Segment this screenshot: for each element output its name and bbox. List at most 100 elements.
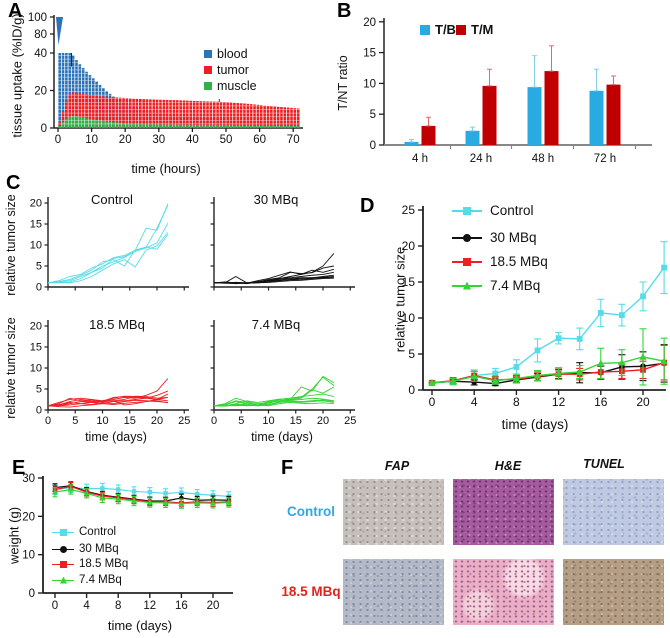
panel-c-left-x-axis-label: time (days) — [85, 430, 147, 444]
svg-text:20: 20 — [317, 415, 329, 427]
svg-text:10: 10 — [30, 240, 42, 252]
panel-d-letter: D — [360, 195, 375, 217]
histology-18-5mbq-tunel-image — [563, 559, 664, 625]
svg-text:4 h: 4 h — [412, 153, 428, 165]
svg-text:16: 16 — [594, 395, 608, 409]
panel-d-legend-item-control: Control — [452, 203, 534, 218]
svg-text:5: 5 — [238, 415, 244, 427]
svg-text:80: 80 — [34, 29, 47, 41]
panel-d-chart: 0 5 10 15 20 25 0 4 8 12 16 20 — [402, 203, 668, 409]
svg-text:0: 0 — [52, 600, 58, 612]
panel-e-x-axis-label: time (days) — [107, 618, 173, 633]
svg-text:5: 5 — [408, 347, 415, 361]
panel-f-header-fap: FAP — [384, 459, 410, 473]
svg-text:24 h: 24 h — [470, 153, 492, 165]
svg-text:4: 4 — [471, 395, 478, 409]
panel-c-row2-y-axis-label: relative tumor size — [4, 317, 18, 419]
svg-text:30: 30 — [22, 473, 35, 485]
svg-text:5: 5 — [72, 415, 78, 427]
svg-text:0: 0 — [45, 415, 51, 427]
legend-label: blood — [217, 47, 248, 61]
svg-text:0: 0 — [370, 140, 376, 152]
panel-d-x-axis-label: time (days) — [501, 417, 569, 432]
panel-a-x-axis-label: time (hours) — [131, 161, 201, 176]
legend-label: 18.5 MBq — [79, 558, 129, 570]
svg-text:10: 10 — [402, 311, 416, 325]
panel-c-chart-30-mbq — [210, 197, 355, 291]
legend-label: 30 MBq — [490, 230, 537, 245]
svg-text:72 h: 72 h — [594, 153, 616, 165]
legend-marker — [52, 545, 74, 554]
svg-text:0: 0 — [408, 383, 415, 397]
svg-text:25: 25 — [178, 415, 190, 427]
svg-text:48 h: 48 h — [532, 153, 554, 165]
panel-b-legend-item-tb: T/B — [420, 22, 456, 37]
panel-a-letter: A — [8, 0, 23, 22]
svg-text:20: 20 — [22, 511, 35, 523]
svg-text:20: 20 — [34, 86, 47, 98]
legend-marker — [52, 576, 74, 585]
panel-e-legend-item-18-5mbq: 18.5 MBq — [52, 558, 128, 570]
panel-c-title-7-4mbq: 7.4 MBq — [251, 317, 301, 332]
panel-e-chart: 0 10 20 30 0 4 8 12 16 20 — [22, 473, 233, 612]
svg-text:0: 0 — [36, 282, 42, 294]
panel-d-legend-item-30mbq: 30 MBq — [452, 230, 537, 245]
svg-text:20: 20 — [30, 321, 42, 333]
svg-text:15: 15 — [30, 342, 42, 354]
svg-text:12: 12 — [552, 395, 566, 409]
svg-text:20: 20 — [151, 415, 163, 427]
legend-label: T/B — [435, 22, 456, 37]
svg-text:20: 20 — [30, 198, 42, 210]
histology-control-he-image — [453, 479, 554, 545]
tumor-swatch-icon — [204, 66, 212, 74]
legend-label: Control — [79, 526, 117, 538]
panel-c-row1-y-axis-label: relative tumor size — [4, 194, 18, 296]
svg-text:0: 0 — [211, 415, 217, 427]
svg-text:12: 12 — [143, 600, 156, 612]
panel-a-legend-item-muscle: muscle — [204, 79, 257, 93]
panel-a-legend-item-tumor: tumor — [204, 63, 249, 77]
panel-c-title-18-5mbq: 18.5 MBq — [89, 317, 145, 332]
svg-text:4: 4 — [83, 600, 90, 612]
svg-text:10: 10 — [22, 550, 35, 562]
panel-e-y-axis-label: weight (g) — [6, 506, 22, 565]
panel-b-legend-item-tm: T/M — [456, 22, 493, 37]
svg-text:15: 15 — [30, 219, 42, 231]
svg-text:8: 8 — [513, 395, 520, 409]
panel-c-right-x-axis-label: time (days) — [251, 430, 313, 444]
svg-text:40: 40 — [34, 48, 47, 60]
panel-f-row-label-18-5mbq: 18.5 MBq — [281, 584, 341, 599]
svg-text:100: 100 — [28, 12, 47, 24]
panel-f-header-he: H&E — [494, 459, 522, 473]
panel-e-legend-item-control: Control — [52, 526, 116, 538]
legend-label: tumor — [217, 63, 249, 77]
panel-d-legend-item-7-4mbq: 7.4 MBq — [452, 278, 540, 293]
panel-c-title-control: Control — [91, 192, 133, 207]
panel-a-chart: 0 20 40 80 100 0 10 20 30 40 50 60 70 — [28, 12, 303, 146]
legend-marker — [52, 560, 74, 569]
svg-text:15: 15 — [363, 48, 376, 60]
svg-text:8: 8 — [115, 600, 121, 612]
svg-text:60: 60 — [253, 134, 266, 146]
panel-f-row-label-control: Control — [287, 504, 335, 519]
svg-text:15: 15 — [290, 415, 302, 427]
svg-text:70: 70 — [287, 134, 300, 146]
svg-text:0: 0 — [429, 395, 436, 409]
blood-swatch-icon — [204, 50, 212, 58]
panel-e-legend-item-30mbq: 30 MBq — [52, 543, 119, 555]
panel-f-letter: F — [281, 457, 294, 479]
panel-a-legend-item-blood: blood — [204, 47, 248, 61]
histology-18-5mbq-he-image — [453, 559, 554, 625]
legend-marker — [452, 206, 482, 216]
legend-label: 30 MBq — [79, 543, 119, 555]
svg-text:20: 20 — [207, 600, 220, 612]
circle-marker-icon — [60, 545, 67, 553]
panel-d-legend-item-18-5mbq: 18.5 MBq — [452, 254, 548, 269]
svg-text:50: 50 — [220, 134, 233, 146]
muscle-swatch-icon — [204, 82, 212, 90]
svg-text:40: 40 — [186, 134, 199, 146]
legend-label: 7.4 MBq — [79, 574, 122, 586]
tm-swatch-icon — [456, 24, 466, 35]
svg-text:5: 5 — [370, 109, 376, 121]
